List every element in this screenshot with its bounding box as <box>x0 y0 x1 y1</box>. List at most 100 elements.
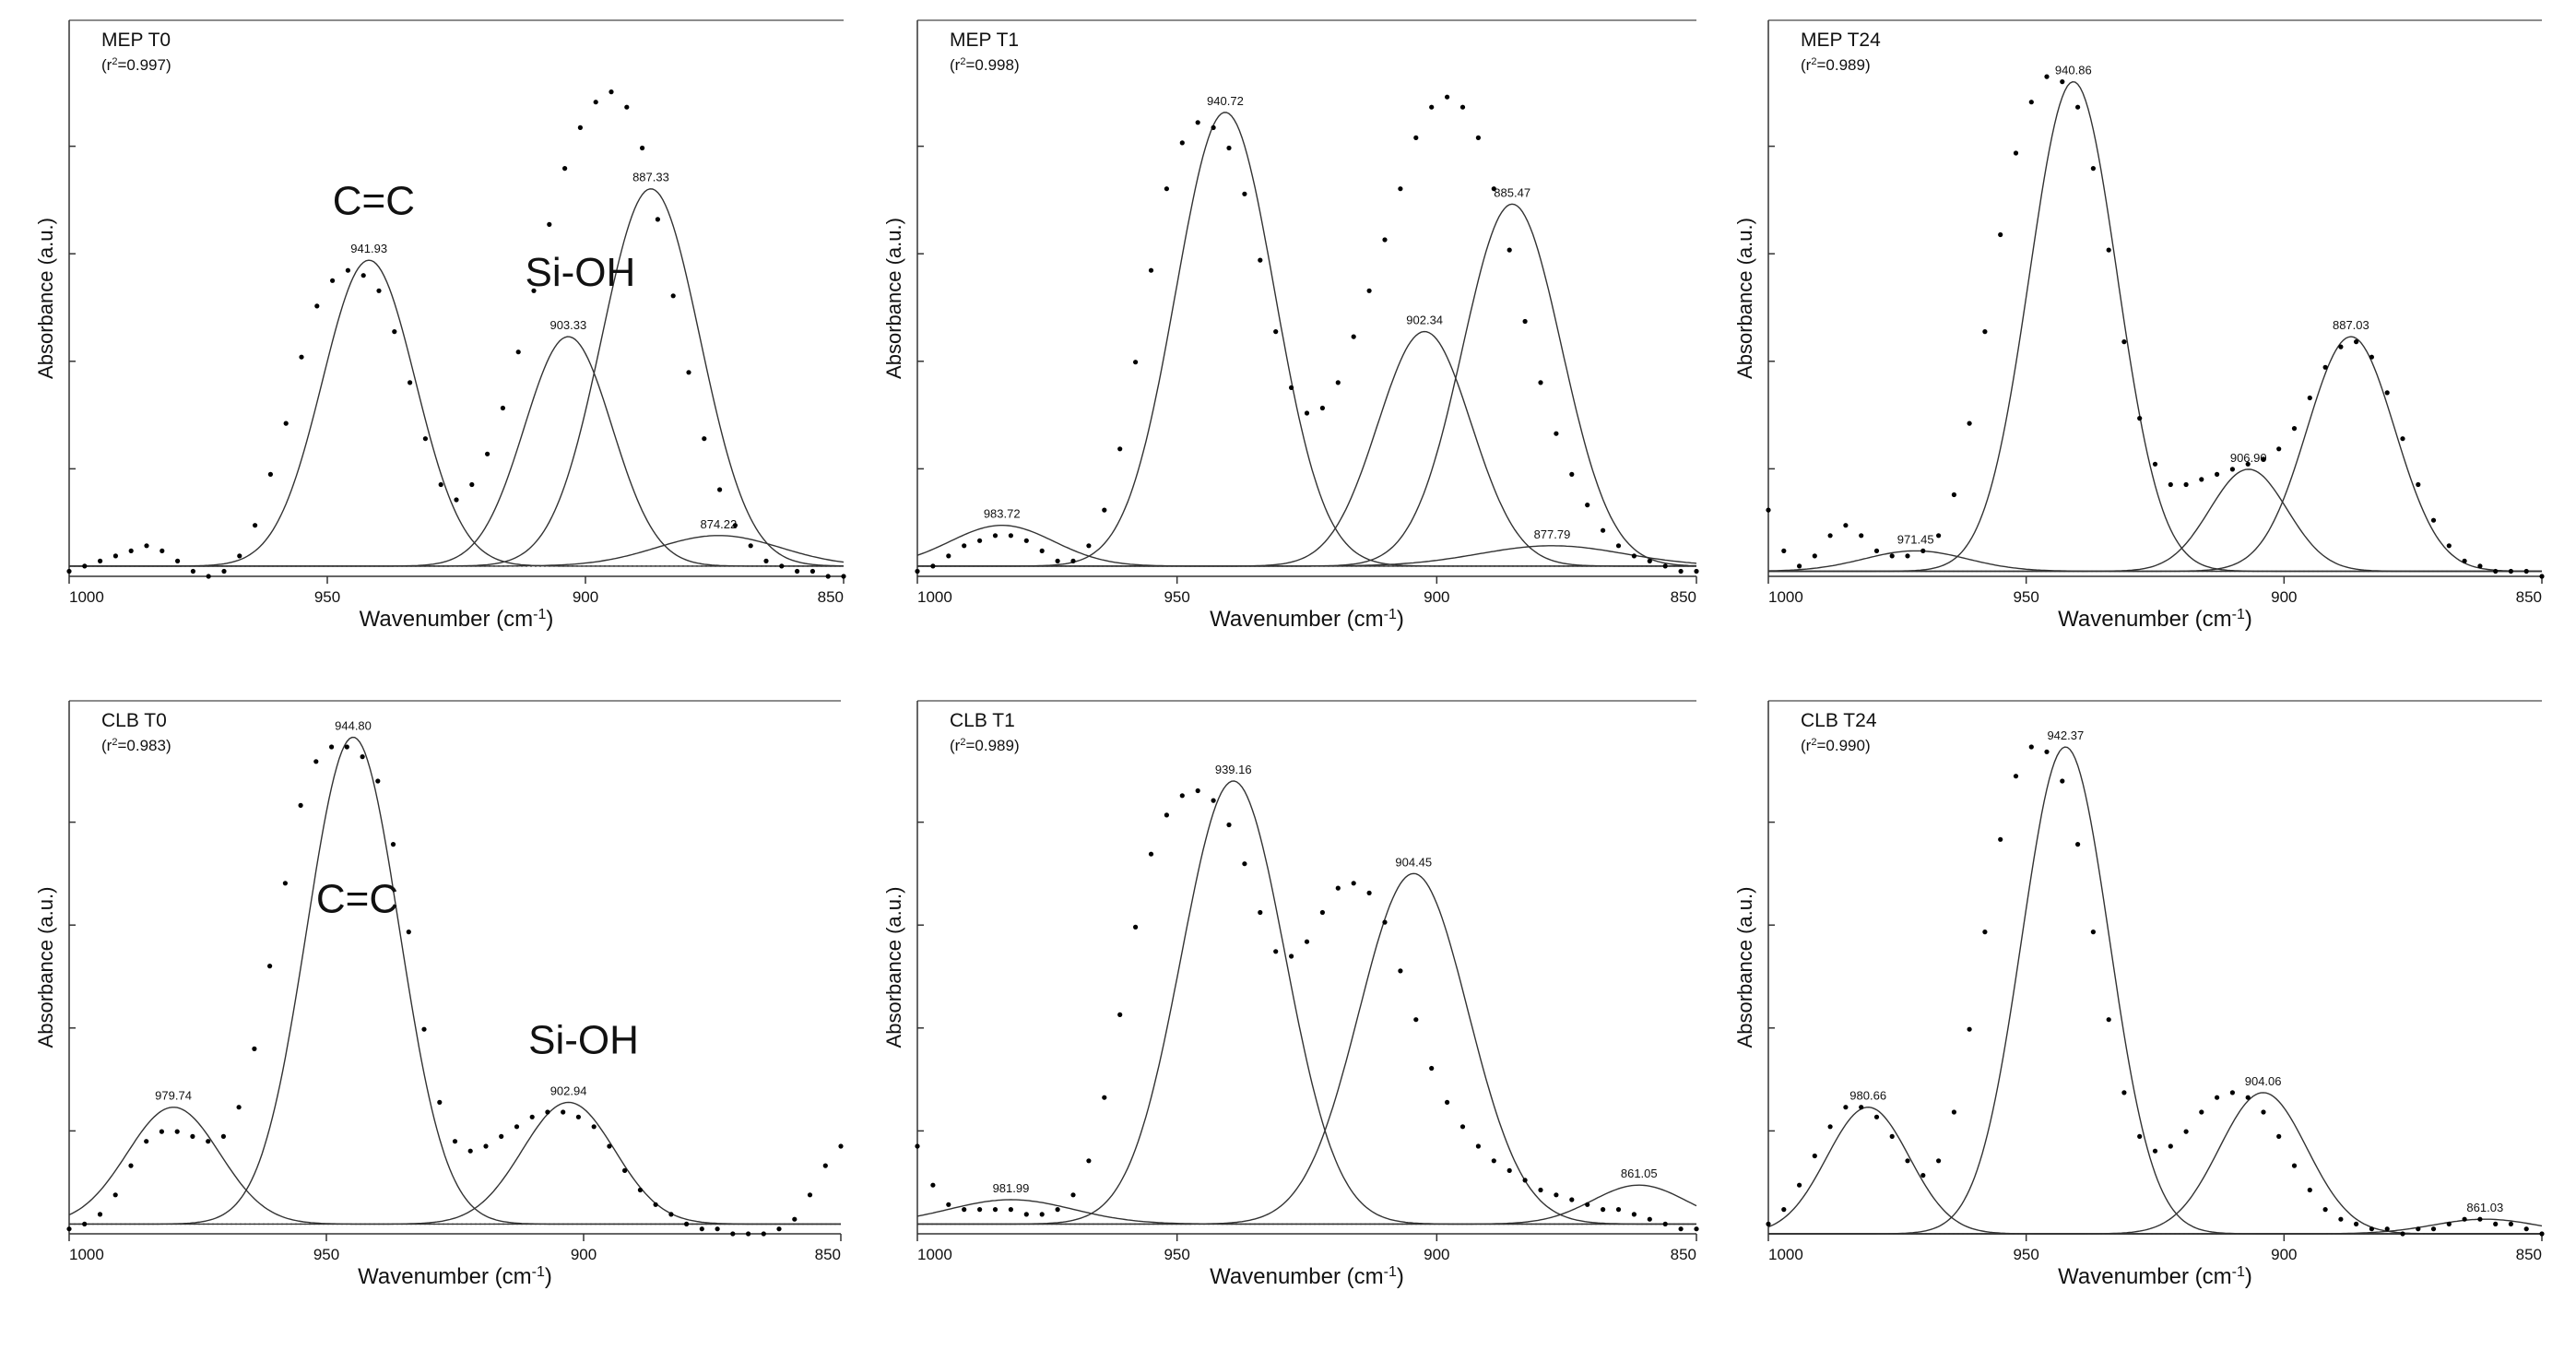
data-point <box>561 1109 566 1115</box>
data-point <box>2446 1221 2452 1226</box>
data-point <box>2477 563 2483 569</box>
peak-label: 861.05 <box>1621 1166 1658 1180</box>
peak-label: 903.33 <box>549 318 586 332</box>
data-point <box>1554 1192 1559 1198</box>
data-point <box>746 1231 751 1237</box>
x-tick-label: 850 <box>815 1246 841 1263</box>
data-point <box>2013 774 2019 779</box>
data-point <box>1242 191 1247 196</box>
data-point <box>2384 390 2390 396</box>
data-point <box>1615 543 1622 549</box>
x-tick-label: 950 <box>2013 588 2038 606</box>
data-point <box>838 1143 844 1149</box>
data-point <box>2508 568 2513 574</box>
data-point <box>2229 467 2235 472</box>
data-point <box>483 1143 489 1149</box>
data-point <box>1781 1207 1787 1213</box>
data-point <box>1647 1216 1652 1222</box>
r2-close: ) <box>1865 56 1871 74</box>
data-point <box>822 1163 828 1168</box>
r2-eq: = <box>117 737 126 754</box>
x-tick-label: 850 <box>2516 1246 2542 1263</box>
data-point <box>2168 481 2173 488</box>
data-point <box>591 1124 597 1130</box>
data-point <box>1569 1197 1575 1202</box>
data-point <box>1148 267 1154 273</box>
data-point <box>221 568 227 574</box>
data-point <box>1351 334 1356 339</box>
peak-label: 981.99 <box>993 1181 1030 1195</box>
fit-curve-peak-2 <box>69 736 841 1226</box>
x-axis-title-text: Wavenumber (cm <box>358 1264 531 1289</box>
data-point <box>375 778 381 784</box>
data-point <box>1585 503 1590 508</box>
r2-eq: = <box>117 56 126 74</box>
x-tick-label: 850 <box>2516 588 2542 606</box>
data-point <box>66 1226 72 1232</box>
data-point <box>686 370 691 375</box>
r2-label: (r2=0.983) <box>101 737 171 754</box>
x-axis-title-text: Wavenumber (cm <box>1210 607 1383 632</box>
data-point <box>1475 1143 1481 1149</box>
r2-label: (r2=0.989) <box>1801 56 1871 74</box>
data-point <box>1812 553 1817 559</box>
x-axis-title-text: Wavenumber (cm <box>2058 607 2231 632</box>
data-point <box>915 1143 920 1149</box>
r2-close: ) <box>1865 737 1871 754</box>
x-axis-title-text: Wavenumber (cm <box>360 607 533 632</box>
data-point <box>2028 100 2034 105</box>
annotation-label: C=C <box>333 178 415 223</box>
y-axis-title: Absorbance (a.u.) <box>1733 887 1756 1048</box>
data-point <box>175 558 181 564</box>
data-point <box>977 1207 983 1213</box>
data-point <box>2493 568 2499 574</box>
r2-sup: 2 <box>112 737 117 748</box>
data-point <box>1843 1105 1849 1110</box>
r2-value: 0.983 <box>126 737 166 754</box>
data-point <box>500 405 506 411</box>
peak-label: 983.72 <box>984 507 1021 521</box>
data-point <box>252 1046 257 1051</box>
data-point <box>2523 568 2529 574</box>
x-axis-title-sup: -1 <box>2232 607 2245 622</box>
fit-curve-peak-3 <box>1768 1092 2542 1235</box>
data-point <box>547 221 552 227</box>
data-point <box>992 533 998 539</box>
data-point <box>1273 329 1279 335</box>
data-point <box>438 481 443 488</box>
data-point <box>1133 360 1139 365</box>
data-point <box>809 568 816 574</box>
data-point <box>1615 1207 1622 1213</box>
data-point <box>748 543 753 549</box>
r2-close: ) <box>166 56 171 74</box>
data-point <box>637 1187 644 1193</box>
data-point <box>1554 431 1559 436</box>
data-point <box>2261 1109 2266 1115</box>
data-point <box>2090 930 2096 935</box>
data-point <box>1982 930 1988 935</box>
data-point <box>1070 558 1076 564</box>
data-point <box>1055 558 1060 564</box>
r2-eq: = <box>1816 56 1826 74</box>
x-tick-label: 950 <box>314 588 340 606</box>
data-point <box>1055 1207 1060 1213</box>
data-point <box>1936 1158 1942 1164</box>
data-point <box>2430 1226 2437 1232</box>
r2-prefix: (r <box>1801 737 1812 754</box>
panel-title: MEP T1 <box>950 30 1019 51</box>
data-point <box>1538 1187 1543 1193</box>
data-point <box>1631 553 1637 559</box>
data-point <box>2261 456 2266 462</box>
data-point <box>237 553 242 559</box>
x-axis-title-text: Wavenumber (cm <box>1210 1264 1383 1289</box>
data-point <box>1102 507 1107 513</box>
x-tick-label: 900 <box>1424 588 1449 606</box>
x-tick-label: 1000 <box>69 588 104 606</box>
fit-curve-peak-1 <box>68 1107 841 1226</box>
data-point <box>220 1133 226 1139</box>
data-point <box>469 481 475 488</box>
data-point <box>376 288 382 293</box>
peak-label: 940.72 <box>1207 94 1244 108</box>
data-point <box>1211 124 1216 130</box>
data-point <box>1382 237 1388 243</box>
